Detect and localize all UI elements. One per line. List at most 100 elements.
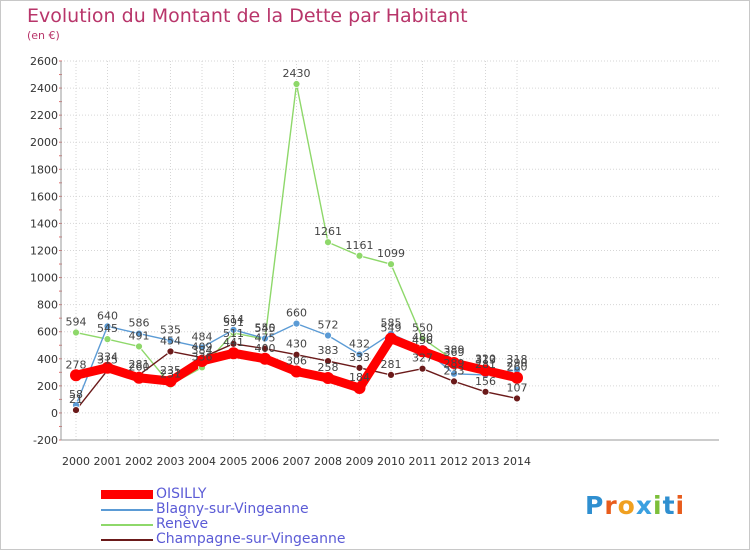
y-tick-label: 400: [37, 353, 58, 366]
chart-title: Evolution du Montant de la Dette par Hab…: [27, 5, 468, 27]
data-point-blagny-sur-vingeanne: [166, 336, 175, 345]
data-label: 550: [412, 321, 433, 334]
y-tick-label: 2000: [30, 136, 58, 149]
x-tick-label: 2006: [251, 455, 279, 468]
data-label: 586: [129, 317, 150, 330]
data-point-oisilly: [353, 382, 366, 395]
logo-letter: o: [617, 491, 636, 520]
data-label: 491: [129, 329, 150, 342]
data-label: 409: [192, 341, 213, 354]
y-tick-label: 1200: [30, 245, 58, 258]
data-label: 545: [255, 322, 276, 335]
data-label: 369: [444, 346, 465, 359]
logo-letter: P: [585, 491, 605, 520]
logo-letter: t: [662, 491, 676, 520]
data-point-champagne-sur-vingeanne: [450, 377, 458, 386]
data-label: 585: [381, 317, 402, 330]
logo-letter: r: [604, 491, 618, 520]
x-tick-label: 2002: [125, 455, 153, 468]
data-label: 306: [286, 355, 307, 368]
data-label: 480: [412, 331, 433, 344]
data-point-ren-ve: [103, 335, 112, 344]
logo-letter: i: [675, 491, 686, 520]
x-tick-label: 2012: [440, 455, 468, 468]
data-label: 281: [475, 358, 496, 371]
data-label: 2430: [283, 67, 311, 80]
legend-label-reneve: Renève: [156, 516, 209, 532]
data-point-ren-ve: [355, 251, 364, 260]
x-tick-label: 2010: [377, 455, 405, 468]
data-label: 318: [507, 353, 528, 366]
data-label: 327: [412, 352, 433, 365]
data-label: 156: [475, 375, 496, 388]
data-label: 320: [475, 353, 496, 366]
data-point-blagny-sur-vingeanne: [450, 369, 458, 378]
data-label: 21: [69, 393, 83, 406]
data-point-ren-ve: [324, 238, 332, 247]
data-point-blagny-sur-vingeanne: [261, 334, 269, 343]
data-label: 591: [223, 316, 244, 329]
legend-swatch-blagny: [101, 509, 153, 511]
data-point-champagne-sur-vingeanne: [166, 347, 175, 356]
data-point-blagny-sur-vingeanne: [355, 350, 364, 359]
data-point-oisilly: [479, 364, 492, 377]
data-label: 614: [223, 313, 244, 326]
data-label: 334: [97, 351, 118, 364]
data-point-champagne-sur-vingeanne: [292, 350, 301, 359]
data-label: 660: [286, 307, 307, 320]
axes: -200 0 200 400 600 800 1000 1200 1400 1600 1800 200…: [30, 55, 719, 468]
data-label: 260: [129, 361, 150, 374]
y-tick-label: 600: [37, 326, 58, 339]
data-label: 281: [129, 358, 150, 371]
data-point-ren-ve: [387, 260, 395, 269]
data-label: 1099: [377, 247, 405, 260]
data-label: 389: [444, 343, 465, 356]
data-point-blagny-sur-vingeanne: [229, 325, 238, 334]
data-point-champagne-sur-vingeanne: [261, 344, 269, 353]
chart-subtitle: (en €): [27, 29, 60, 42]
x-tick-label: 2009: [346, 455, 374, 468]
y-tick-label: 800: [37, 299, 58, 312]
data-label: 313: [475, 354, 496, 367]
data-label: 1261: [314, 225, 342, 238]
data-point-blagny-sur-vingeanne: [103, 322, 112, 331]
data-point-oisilly: [227, 347, 240, 360]
x-tick-label: 2008: [314, 455, 342, 468]
data-label: 281: [381, 358, 402, 371]
data-label: 572: [318, 319, 339, 332]
x-tick-label: 2004: [188, 455, 216, 468]
data-label: 383: [318, 344, 339, 357]
data-label: 333: [349, 351, 370, 364]
data-point-oisilly: [133, 371, 145, 384]
data-label: 549: [381, 322, 402, 335]
y-tick-label: 200: [37, 380, 58, 393]
data-label: 594: [66, 316, 87, 329]
data-point-oisilly: [70, 369, 82, 382]
data-label: 184: [349, 371, 370, 384]
data-point-oisilly: [416, 345, 429, 358]
data-label: 430: [286, 338, 307, 351]
data-point-champagne-sur-vingeanne: [72, 406, 80, 414]
series-markers: [70, 80, 523, 414]
data-label: 432: [349, 337, 370, 350]
y-tick-label: 1800: [30, 163, 58, 176]
legend-swatch-reneve: [101, 524, 153, 526]
proxiti-logo: Proxiti: [585, 491, 685, 520]
y-tick-label: 2400: [30, 82, 58, 95]
data-point-oisilly: [322, 372, 334, 385]
data-point-ren-ve: [135, 342, 143, 351]
legend-label-champagne: Champagne-sur-Vingeanne: [156, 531, 346, 547]
data-label: 107: [507, 381, 528, 394]
data-point-ren-ve: [292, 80, 301, 88]
data-label: 640: [97, 309, 118, 322]
data-label: 231: [160, 368, 181, 381]
legend-swatch-oisilly: [101, 490, 153, 499]
data-label: 290: [507, 357, 528, 370]
y-tick-label: 0: [51, 407, 58, 420]
x-tick-label: 2003: [157, 455, 185, 468]
data-point-blagny-sur-vingeanne: [135, 329, 143, 338]
x-tick-label: 2007: [283, 455, 311, 468]
logo-letter: i: [653, 491, 663, 520]
